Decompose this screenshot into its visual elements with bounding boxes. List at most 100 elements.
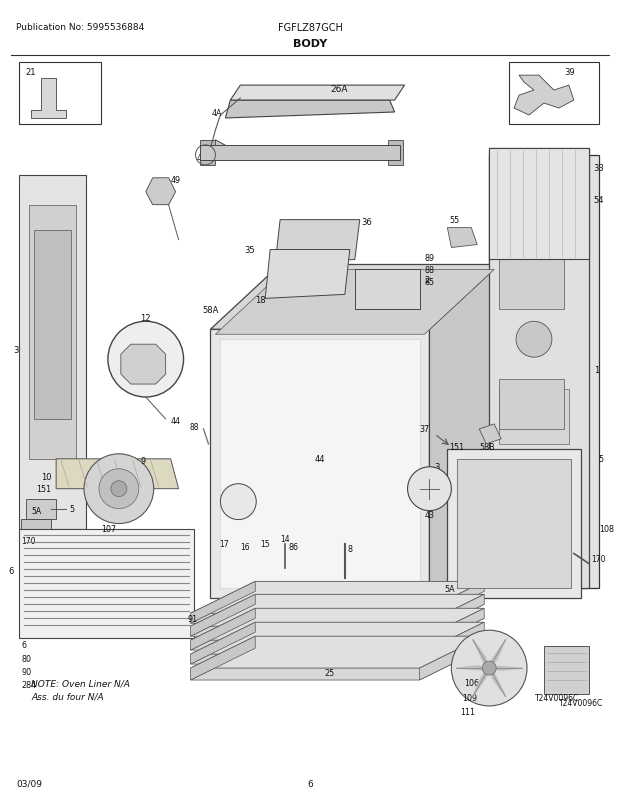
Text: 284: 284 bbox=[21, 679, 37, 689]
Polygon shape bbox=[190, 592, 484, 623]
Polygon shape bbox=[200, 140, 231, 159]
Text: 43: 43 bbox=[425, 510, 435, 520]
Polygon shape bbox=[499, 200, 569, 255]
Polygon shape bbox=[420, 609, 484, 650]
Polygon shape bbox=[121, 345, 166, 385]
Polygon shape bbox=[265, 250, 350, 299]
Polygon shape bbox=[210, 330, 430, 598]
Circle shape bbox=[516, 322, 552, 358]
Polygon shape bbox=[448, 229, 477, 249]
Text: 8: 8 bbox=[348, 545, 353, 553]
Text: 82: 82 bbox=[387, 626, 397, 635]
Text: 9: 9 bbox=[141, 456, 146, 466]
FancyBboxPatch shape bbox=[19, 63, 101, 125]
Text: 85: 85 bbox=[425, 277, 435, 286]
Polygon shape bbox=[489, 666, 522, 670]
Polygon shape bbox=[190, 622, 484, 654]
Circle shape bbox=[451, 630, 527, 706]
Text: 6: 6 bbox=[8, 566, 14, 575]
Text: 107: 107 bbox=[101, 525, 116, 533]
Text: T24V0096C: T24V0096C bbox=[559, 698, 603, 707]
Polygon shape bbox=[31, 79, 66, 119]
Text: 39: 39 bbox=[564, 68, 575, 77]
Circle shape bbox=[482, 662, 496, 675]
Text: 88: 88 bbox=[189, 423, 198, 431]
Polygon shape bbox=[456, 666, 489, 670]
Circle shape bbox=[407, 468, 451, 511]
Text: 10: 10 bbox=[41, 472, 51, 482]
Polygon shape bbox=[499, 390, 569, 444]
Polygon shape bbox=[190, 609, 255, 650]
Polygon shape bbox=[514, 76, 574, 115]
Polygon shape bbox=[430, 265, 499, 598]
Polygon shape bbox=[26, 499, 56, 519]
Text: 36: 36 bbox=[361, 218, 373, 227]
Text: eReplacementParts.com: eReplacementParts.com bbox=[242, 424, 378, 435]
Text: 29: 29 bbox=[234, 497, 243, 507]
Polygon shape bbox=[21, 519, 51, 539]
Polygon shape bbox=[190, 594, 255, 637]
Polygon shape bbox=[190, 637, 255, 680]
Polygon shape bbox=[420, 594, 484, 637]
Text: 88: 88 bbox=[425, 265, 435, 274]
Polygon shape bbox=[19, 529, 193, 638]
Text: 44: 44 bbox=[315, 455, 326, 464]
Text: 33: 33 bbox=[594, 164, 604, 173]
Polygon shape bbox=[215, 270, 494, 334]
Text: 58B: 58B bbox=[479, 443, 495, 452]
Text: 90: 90 bbox=[21, 666, 32, 676]
Polygon shape bbox=[190, 594, 484, 626]
Text: 49: 49 bbox=[170, 176, 181, 185]
FancyBboxPatch shape bbox=[509, 63, 599, 125]
Text: 80: 80 bbox=[21, 654, 31, 662]
Polygon shape bbox=[29, 205, 76, 460]
Polygon shape bbox=[479, 424, 501, 444]
Polygon shape bbox=[458, 460, 571, 589]
Polygon shape bbox=[146, 179, 175, 205]
Text: 54: 54 bbox=[594, 196, 604, 205]
Polygon shape bbox=[200, 146, 400, 160]
Text: 111: 111 bbox=[460, 707, 475, 716]
Polygon shape bbox=[420, 622, 484, 664]
Circle shape bbox=[220, 484, 256, 520]
Text: 91: 91 bbox=[187, 614, 198, 623]
Polygon shape bbox=[489, 148, 589, 260]
Polygon shape bbox=[420, 637, 484, 680]
Text: 6: 6 bbox=[21, 640, 26, 649]
Text: 21: 21 bbox=[25, 68, 36, 77]
Polygon shape bbox=[487, 640, 506, 668]
Text: 109: 109 bbox=[462, 694, 477, 703]
Polygon shape bbox=[190, 609, 484, 640]
Polygon shape bbox=[231, 86, 405, 101]
Polygon shape bbox=[190, 618, 484, 650]
Text: 4A: 4A bbox=[197, 154, 208, 163]
Polygon shape bbox=[190, 648, 484, 680]
Text: 86: 86 bbox=[288, 542, 298, 551]
Text: 3: 3 bbox=[14, 345, 19, 354]
Text: 25: 25 bbox=[325, 668, 335, 677]
Text: 5A: 5A bbox=[444, 584, 454, 593]
Polygon shape bbox=[499, 379, 564, 429]
Text: 151: 151 bbox=[36, 484, 51, 493]
Text: 170: 170 bbox=[21, 537, 36, 545]
Polygon shape bbox=[448, 449, 581, 598]
Text: T24V0096C: T24V0096C bbox=[534, 694, 579, 703]
Text: 37: 37 bbox=[419, 425, 430, 434]
Circle shape bbox=[108, 322, 184, 398]
Polygon shape bbox=[19, 176, 86, 529]
Polygon shape bbox=[489, 148, 589, 589]
Text: 106: 106 bbox=[464, 678, 479, 687]
Text: 15: 15 bbox=[260, 539, 270, 549]
Polygon shape bbox=[499, 260, 564, 310]
Text: Ass. du four N/A: Ass. du four N/A bbox=[31, 692, 104, 701]
Text: 5: 5 bbox=[69, 504, 74, 513]
Polygon shape bbox=[190, 581, 484, 614]
Text: FGFLZ87GCH: FGFLZ87GCH bbox=[278, 23, 342, 33]
Text: 58G: 58G bbox=[423, 640, 440, 649]
Text: 89: 89 bbox=[425, 253, 435, 263]
Circle shape bbox=[84, 454, 154, 524]
Text: 18: 18 bbox=[255, 295, 265, 305]
Text: 42: 42 bbox=[376, 652, 387, 661]
Text: 6: 6 bbox=[307, 779, 313, 788]
Polygon shape bbox=[56, 460, 179, 489]
